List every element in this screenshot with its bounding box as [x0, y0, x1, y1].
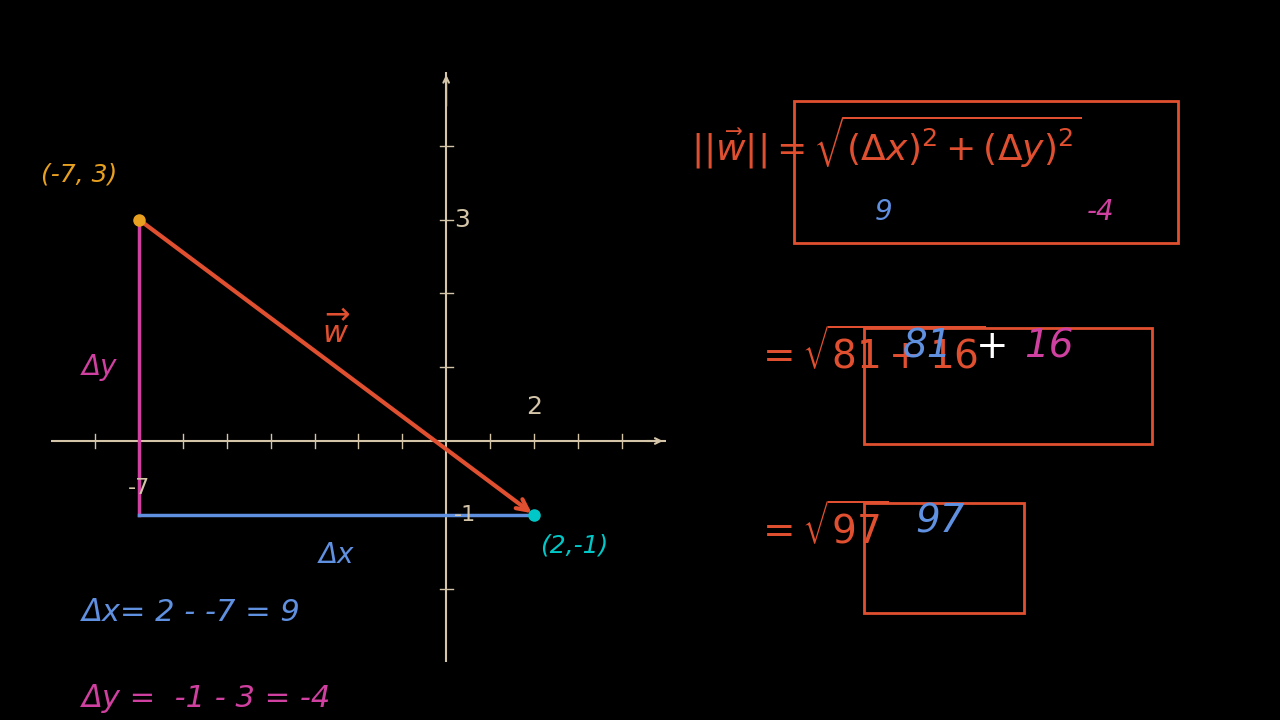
- Text: +: +: [975, 328, 1009, 366]
- Text: Δx: Δx: [319, 541, 355, 569]
- Text: -4: -4: [1087, 198, 1115, 226]
- Text: $\overrightarrow{w}$: $\overrightarrow{w}$: [323, 311, 351, 349]
- Text: -7: -7: [128, 478, 150, 498]
- Text: Δy: Δy: [82, 354, 116, 381]
- Text: 81: 81: [902, 328, 952, 366]
- Bar: [864, 503, 1024, 613]
- Text: 3: 3: [454, 207, 470, 232]
- Text: -1: -1: [454, 505, 476, 525]
- Bar: [864, 328, 1152, 444]
- Bar: [794, 101, 1178, 243]
- Text: 9: 9: [874, 198, 892, 226]
- Text: 2: 2: [526, 395, 541, 419]
- Text: Δx= 2 - -7 = 9: Δx= 2 - -7 = 9: [82, 598, 301, 626]
- Text: 97: 97: [915, 503, 965, 541]
- Text: 16: 16: [1024, 328, 1074, 366]
- Text: $= \sqrt{97}$: $= \sqrt{97}$: [755, 503, 888, 552]
- Text: $= \sqrt{81 + 16}$: $= \sqrt{81 + 16}$: [755, 328, 986, 377]
- Text: (-7, 3): (-7, 3): [41, 163, 116, 186]
- Text: (2,-1): (2,-1): [540, 534, 609, 557]
- Text: $||\vec{w}|| = \sqrt{(\Delta x)^2 + (\Delta y)^2}$: $||\vec{w}|| = \sqrt{(\Delta x)^2 + (\De…: [691, 114, 1082, 171]
- Text: Δy =  -1 - 3 = -4: Δy = -1 - 3 = -4: [82, 684, 332, 713]
